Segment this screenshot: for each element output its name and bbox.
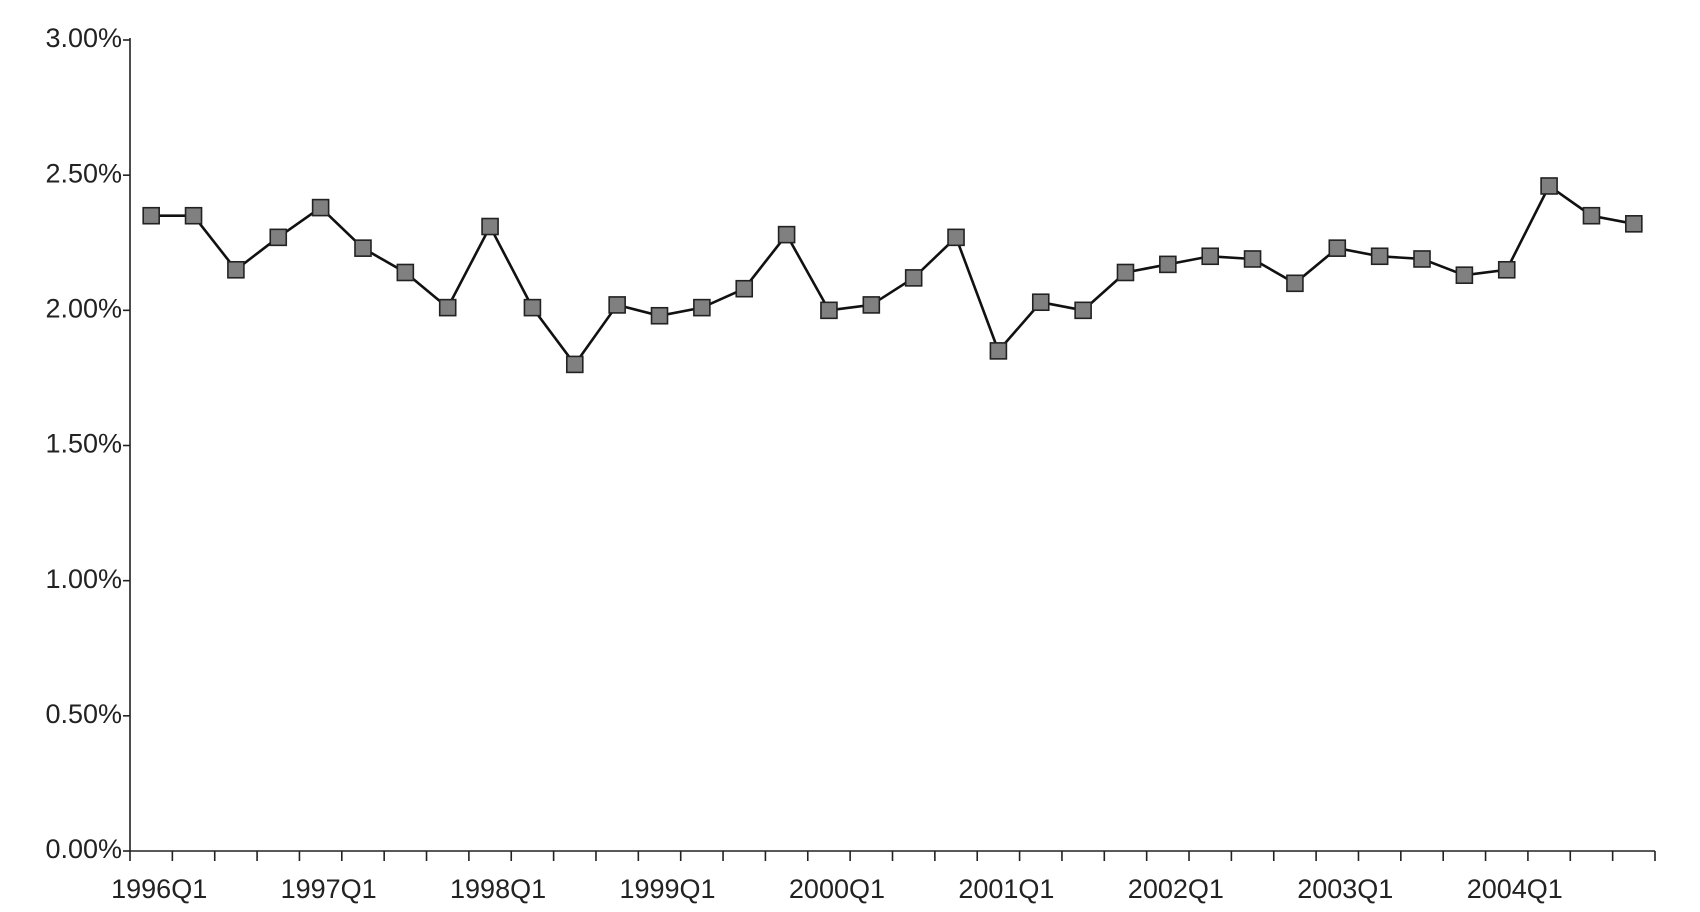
y-tick-label: 2.50% xyxy=(45,158,122,188)
point-marker xyxy=(184,206,203,225)
point-marker xyxy=(142,206,160,225)
point-marker xyxy=(269,228,288,247)
point-marker xyxy=(1286,274,1304,293)
point-marker xyxy=(1625,215,1643,233)
x-tick-label: 2000Q1 xyxy=(789,874,885,904)
point-marker xyxy=(1370,247,1389,266)
x-tick-label: 1998Q1 xyxy=(450,874,546,904)
point-marker xyxy=(1116,263,1135,282)
y-tick-label: 1.50% xyxy=(45,429,122,459)
point-marker xyxy=(1413,250,1431,268)
data-line xyxy=(151,184,1635,367)
point-marker xyxy=(904,269,923,287)
point-marker xyxy=(1582,206,1601,225)
point-marker xyxy=(693,298,711,317)
point-marker xyxy=(650,306,669,325)
point-marker xyxy=(1540,177,1558,195)
point-marker xyxy=(396,263,415,282)
x-tick-label: 1996Q1 xyxy=(111,874,207,904)
point-marker xyxy=(1031,293,1050,312)
point-marker xyxy=(311,198,330,217)
point-marker xyxy=(481,217,499,236)
point-marker xyxy=(777,225,796,244)
point-marker xyxy=(1159,255,1177,274)
x-tick-label: 1997Q1 xyxy=(281,874,377,904)
point-marker xyxy=(1243,250,1262,268)
x-tick-label: 1999Q1 xyxy=(619,874,715,904)
point-marker xyxy=(1328,239,1347,257)
y-tick-label: 0.00% xyxy=(45,834,122,864)
y-tick-label: 1.00% xyxy=(45,564,122,594)
point-marker xyxy=(989,342,1008,360)
point-marker xyxy=(820,301,838,320)
y-tick-label: 3.00% xyxy=(45,23,122,53)
point-marker xyxy=(354,239,372,257)
x-tick-label: 2003Q1 xyxy=(1297,874,1393,904)
point-marker xyxy=(227,260,245,279)
point-marker xyxy=(735,279,754,298)
point-marker xyxy=(862,296,881,314)
point-marker xyxy=(1497,260,1516,279)
point-marker xyxy=(523,298,542,317)
x-tick-label: 2004Q1 xyxy=(1467,874,1563,904)
x-tick-label: 2002Q1 xyxy=(1128,874,1224,904)
point-marker xyxy=(1074,301,1092,320)
point-marker xyxy=(438,298,457,317)
point-marker xyxy=(608,296,626,314)
point-marker xyxy=(1455,266,1474,284)
y-tick-label: 0.50% xyxy=(45,699,122,729)
x-tick-label: 2001Q1 xyxy=(958,874,1054,904)
point-marker xyxy=(947,228,965,247)
point-marker xyxy=(1201,247,1220,266)
y-tick-label: 2.00% xyxy=(45,293,122,323)
point-marker xyxy=(565,355,584,374)
